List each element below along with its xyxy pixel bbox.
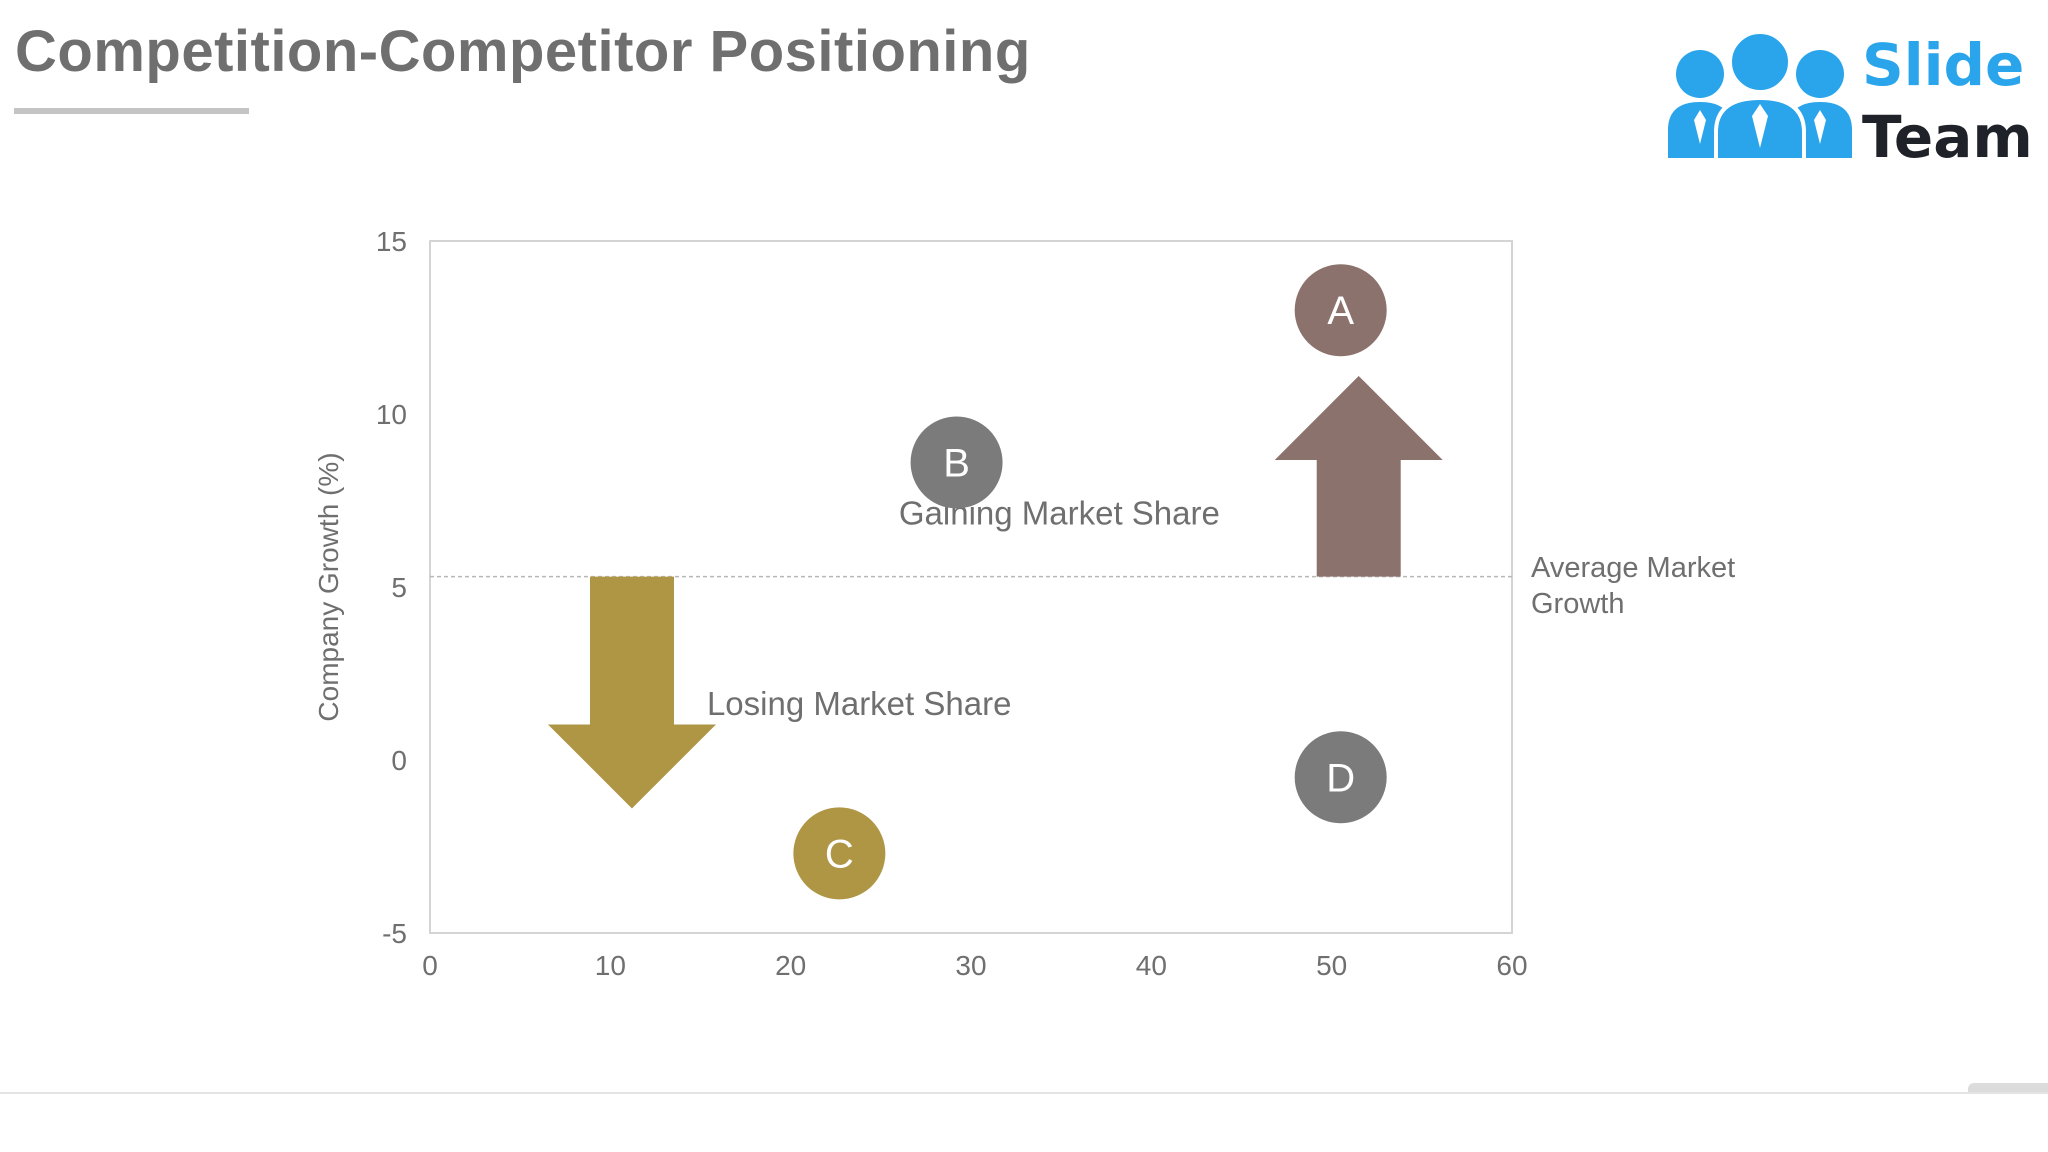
competitor-label-d: D — [1326, 756, 1355, 800]
y-tick-label: 10 — [376, 399, 407, 430]
annotation-label: Losing Market Share — [707, 685, 1012, 722]
footer-divider — [0, 1092, 2048, 1094]
x-tick-label: 40 — [1136, 950, 1167, 981]
y-tick-label: -5 — [382, 918, 407, 949]
x-tick-label: 0 — [422, 950, 438, 981]
x-tick-label: 10 — [595, 950, 626, 981]
x-tick-label: 60 — [1496, 950, 1527, 981]
logo-word-slide: Slide — [1862, 31, 2025, 99]
competitor-label-c: C — [825, 832, 854, 876]
y-tick-label: 15 — [376, 226, 407, 257]
average-growth-label: Growth — [1531, 588, 1624, 620]
x-tick-label: 30 — [955, 950, 986, 981]
competitor-label-b: B — [943, 441, 970, 485]
average-growth-label: Average Market — [1531, 552, 1735, 584]
competitor-point-c — [793, 807, 886, 900]
competitor-label-a: A — [1327, 289, 1354, 333]
y-tick-label: 0 — [391, 745, 407, 776]
y-axis-label: Company Growth (%) — [313, 452, 344, 721]
x-tick-label: 50 — [1316, 950, 1347, 981]
people-team-icon — [1668, 30, 1852, 162]
arrow-up-icon — [1274, 375, 1443, 577]
y-tick-label: 5 — [391, 572, 407, 603]
logo-word-team: Team — [1862, 103, 2033, 171]
corner-tab — [1968, 1083, 2048, 1092]
positioning-chart: -5 0 5 10 15 0 10 20 30 40 50 60 Company Growth (%) A… — [313, 226, 1735, 981]
slide-title: Competition-Competitor Positioning — [15, 19, 1031, 84]
x-tick-label: 20 — [775, 950, 806, 981]
title-underline — [14, 108, 249, 114]
competitor-point-d — [1294, 731, 1387, 824]
plot-frame — [429, 240, 1513, 934]
competitor-point-a — [1294, 264, 1387, 357]
slideteam-logo: Slide Team — [1660, 26, 2033, 166]
arrow-down-icon — [547, 576, 716, 809]
competitor-point-b — [910, 416, 1003, 509]
